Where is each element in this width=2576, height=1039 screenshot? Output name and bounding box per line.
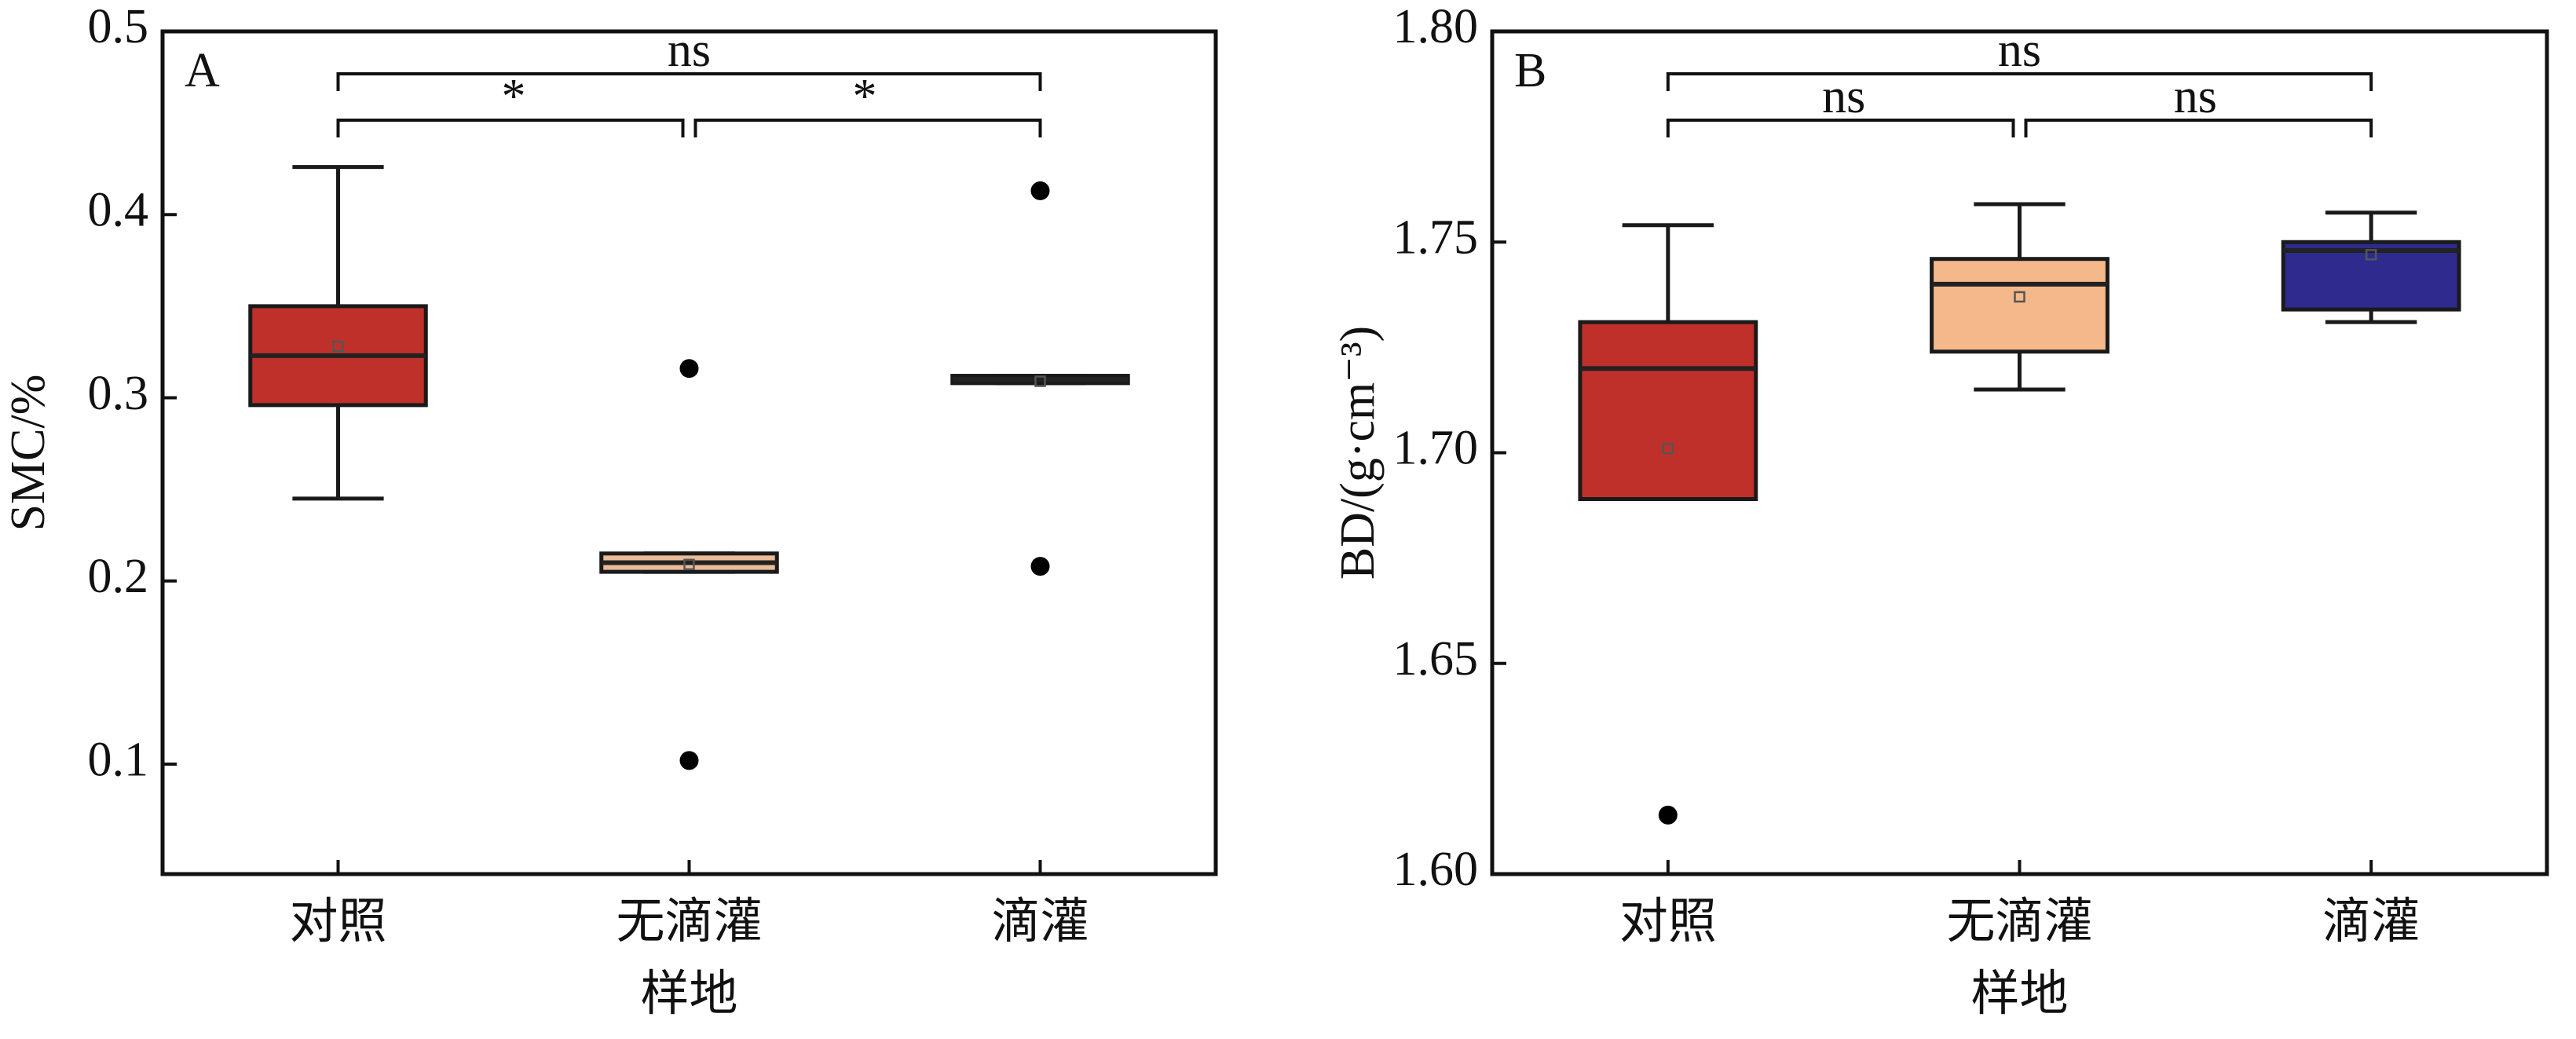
panel: B BD/(g·cm⁻³) 样地 1.60 1.65 1.70 1.75 1.80 对照 无滴灌 滴… — [1331, 0, 2549, 1021]
box — [1578, 320, 1758, 502]
x-tick-label: 无滴灌 — [1946, 895, 2092, 949]
y-tick-label: 1.70 — [1393, 422, 1479, 475]
panel-label: B — [1514, 44, 1546, 97]
y-tick-label: 0.4 — [88, 183, 149, 236]
x-tick-label: 对照 — [1619, 895, 1717, 949]
y-axis-label: SMC/% — [2, 375, 55, 532]
significance-bracket — [1666, 72, 2373, 91]
x-tick-label: 对照 — [289, 895, 386, 949]
y-axis-label: BD/(g·cm⁻³) — [1331, 326, 1385, 580]
box — [1930, 257, 2109, 354]
x-tick-label: 滴灌 — [2322, 895, 2420, 949]
panel-label: A — [185, 44, 220, 97]
y-tick-label: 1.60 — [1393, 843, 1479, 896]
outlier — [1030, 557, 1050, 576]
y-tick-label: 1.80 — [1393, 0, 1479, 53]
x-tick-label: 滴灌 — [991, 895, 1089, 949]
significance-label: * — [853, 70, 877, 123]
mean-marker — [683, 558, 695, 571]
y-tick-label: 0.1 — [88, 733, 149, 786]
mean-marker — [2014, 291, 2025, 303]
outlier — [679, 359, 699, 379]
outlier — [1658, 805, 1678, 825]
significance-bracket — [336, 72, 1042, 91]
significance-bracket — [2024, 119, 2373, 137]
x-axis-label: 样地 — [640, 968, 737, 1021]
x-tick-label: 无滴灌 — [616, 895, 762, 949]
significance-label: ns — [2174, 70, 2217, 123]
plot-frame — [1490, 29, 2549, 876]
mean-marker — [332, 340, 344, 353]
x-axis-label: 样地 — [1970, 968, 2068, 1021]
mean-marker — [1662, 442, 1674, 455]
significance-label: ns — [1822, 70, 1865, 123]
outlier — [1030, 181, 1050, 200]
y-tick-label: 0.2 — [88, 550, 149, 603]
y-tick-label: 0.5 — [88, 0, 149, 53]
y-tick-label: 0.3 — [88, 367, 149, 420]
y-tick-label: 1.65 — [1393, 632, 1479, 686]
significance-bracket — [693, 119, 1042, 137]
y-tick-label: 1.75 — [1393, 210, 1479, 264]
plot-frame — [160, 29, 1218, 876]
box — [2281, 240, 2461, 312]
mean-marker — [2365, 249, 2377, 261]
significance-bracket — [336, 119, 685, 137]
significance-bracket — [1666, 119, 2015, 137]
significance-label: * — [502, 70, 526, 123]
outlier — [679, 751, 699, 770]
mean-marker — [1034, 375, 1046, 387]
